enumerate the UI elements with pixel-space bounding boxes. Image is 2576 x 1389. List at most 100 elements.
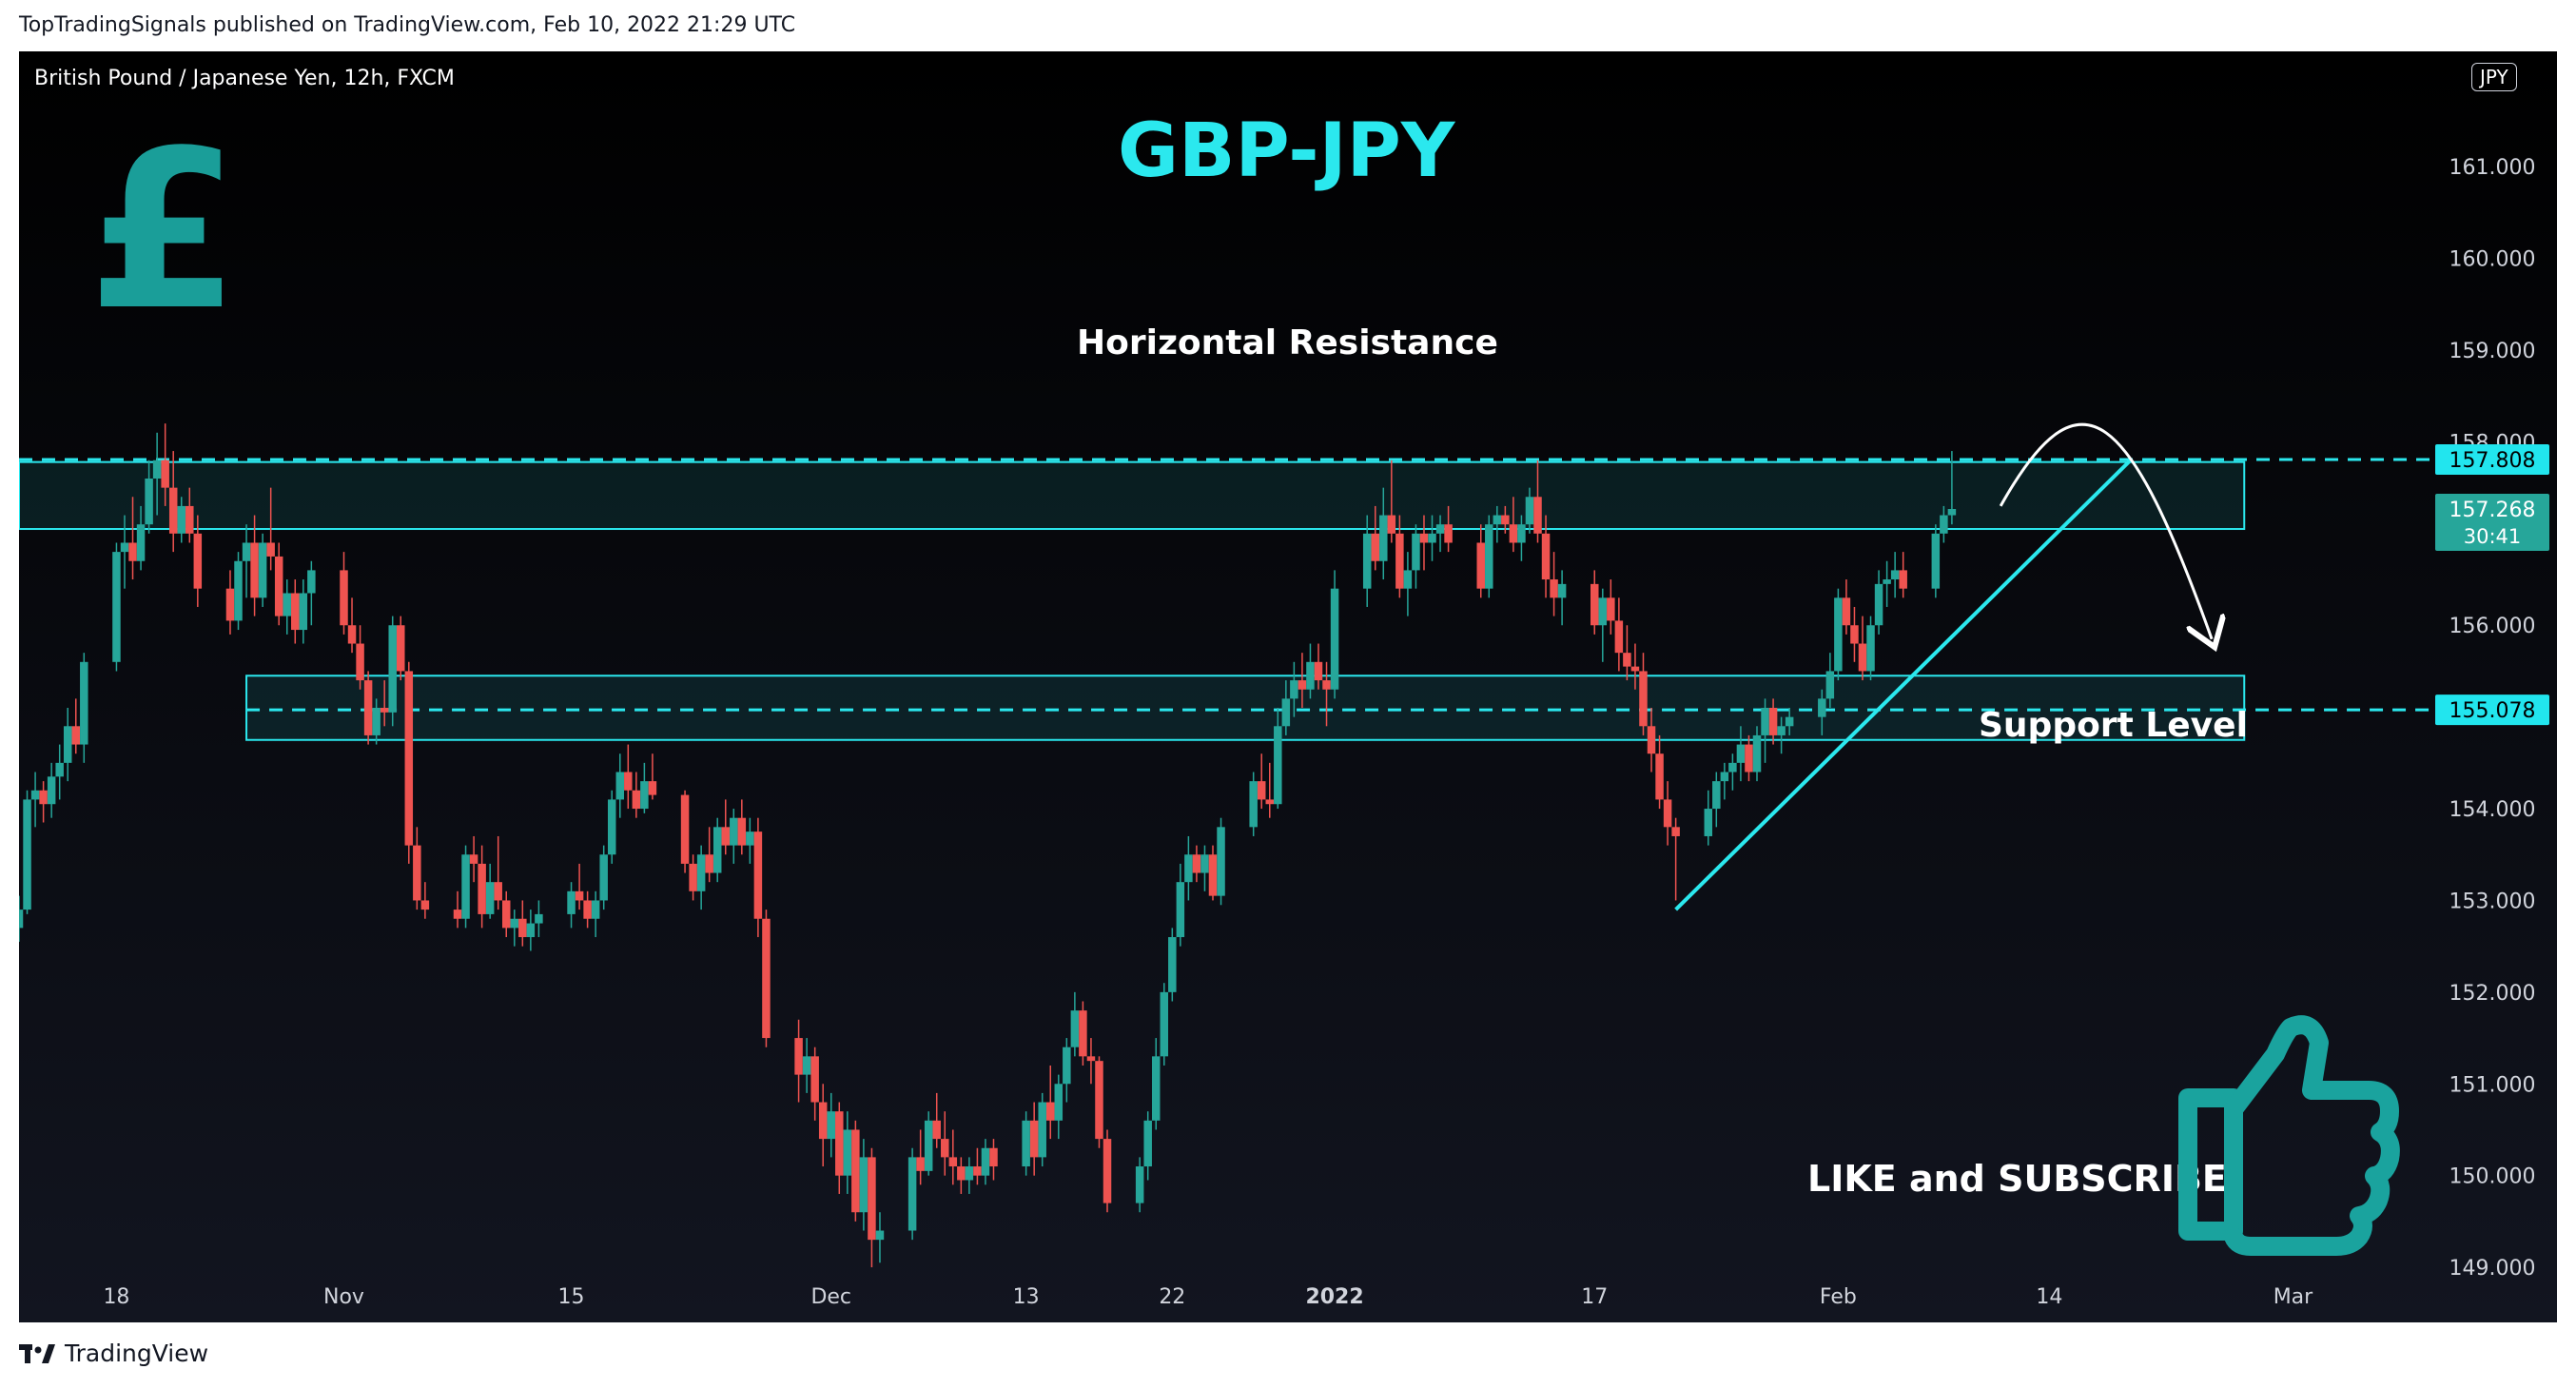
candle-body — [1931, 533, 1941, 589]
candle — [501, 890, 511, 938]
candle-body — [1257, 781, 1266, 800]
candle — [1655, 734, 1664, 810]
candle-body — [363, 680, 373, 735]
candle-body — [941, 1139, 949, 1158]
candle-body — [1866, 625, 1875, 672]
candle-body — [1818, 698, 1826, 717]
candle-body — [868, 1157, 876, 1241]
candle — [71, 698, 81, 754]
candle — [1704, 790, 1713, 846]
candle-body — [1435, 524, 1445, 534]
candle-body — [1371, 533, 1379, 561]
candle — [1412, 524, 1420, 589]
price-chart[interactable]: 161.000160.000159.000158.000157.000156.0… — [19, 51, 2557, 1322]
candle-body — [1655, 753, 1664, 800]
candle-body — [1029, 1120, 1039, 1158]
candle-body — [380, 708, 389, 713]
candle — [177, 497, 185, 543]
y-tick-label: 149.000 — [2449, 1257, 2536, 1281]
candle — [1639, 653, 1648, 735]
candle — [1428, 515, 1436, 561]
candle — [680, 790, 690, 873]
candle — [1825, 653, 1835, 709]
candle — [161, 423, 169, 506]
candle-body — [632, 790, 641, 810]
candle — [607, 790, 616, 864]
candle-body — [1151, 1056, 1161, 1121]
candle — [567, 882, 576, 929]
candle — [973, 1147, 982, 1185]
candle — [193, 515, 203, 607]
candle-body — [1135, 1166, 1144, 1203]
candle-body — [680, 794, 690, 864]
candle-body — [494, 882, 502, 901]
candle — [624, 744, 633, 810]
candle — [835, 1102, 844, 1194]
candle — [1281, 680, 1291, 735]
candle — [1785, 708, 1794, 735]
price-tag-bg — [2435, 443, 2549, 475]
candle — [1379, 487, 1388, 580]
candle-body — [356, 643, 364, 681]
candle — [1663, 781, 1672, 846]
candle-body — [1022, 1120, 1030, 1167]
candle — [274, 542, 283, 626]
candle — [941, 1111, 949, 1176]
candle-body — [112, 552, 121, 662]
candle — [120, 515, 129, 589]
candle — [413, 827, 421, 910]
candle — [730, 809, 738, 864]
candle — [1493, 505, 1502, 543]
candle-body — [1298, 680, 1307, 690]
candle — [1630, 643, 1640, 690]
candle-body — [1143, 1120, 1152, 1167]
candle — [478, 845, 486, 929]
candle — [615, 753, 625, 818]
candle — [1752, 726, 1762, 782]
price-tag-bg — [2435, 694, 2549, 726]
candle-body — [510, 918, 519, 929]
candle-body — [1745, 744, 1753, 773]
candle-body — [1704, 809, 1713, 836]
candle-body — [1290, 680, 1298, 699]
candle — [851, 1120, 860, 1222]
candle-body — [965, 1166, 974, 1181]
candle — [1192, 845, 1201, 883]
candle — [1818, 689, 1826, 735]
chart-panel[interactable]: 161.000160.000159.000158.000157.000156.0… — [19, 51, 2557, 1322]
candle-body — [1947, 509, 1957, 516]
candle-body — [1728, 762, 1737, 773]
candle — [356, 625, 364, 690]
currency-tag[interactable]: JPY — [2471, 63, 2517, 91]
candle-body — [1176, 882, 1185, 938]
candle — [80, 653, 88, 763]
x-tick-label: Feb — [1820, 1285, 1857, 1309]
candle-body — [1063, 1047, 1071, 1085]
candle — [63, 708, 72, 782]
candle — [1419, 515, 1429, 571]
candle — [168, 451, 178, 553]
tradingview-brand[interactable]: TradingView — [19, 1340, 208, 1367]
candle-body — [291, 593, 300, 631]
candle-body — [469, 854, 478, 864]
candle — [1290, 661, 1298, 717]
candle-body — [1825, 671, 1835, 699]
candle — [762, 910, 771, 1047]
candle-body — [1541, 533, 1551, 580]
candle — [1322, 661, 1331, 727]
candle — [1435, 515, 1445, 553]
candle — [753, 817, 763, 938]
candle — [363, 671, 373, 745]
candle — [266, 487, 275, 571]
candle — [705, 827, 713, 883]
candle-body — [1940, 515, 1948, 534]
candle — [907, 1147, 917, 1241]
candle-body — [1639, 671, 1648, 727]
candle-body — [1550, 579, 1558, 598]
candle — [510, 910, 519, 947]
candle — [1257, 753, 1266, 810]
symbol-info[interactable]: British Pound / Japanese Yen, 12h, FXCM — [34, 67, 455, 90]
candle — [924, 1111, 933, 1176]
trendline — [1674, 459, 2133, 911]
candle — [591, 890, 600, 938]
